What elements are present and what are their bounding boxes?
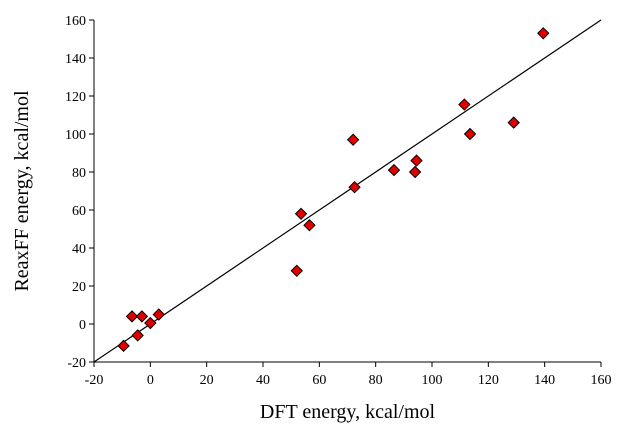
data-point [117, 339, 130, 353]
x-tick-label: 100 [422, 373, 443, 388]
y-tick-label: 160 [65, 14, 86, 29]
x-axis-title: DFT energy, kcal/mol [260, 401, 436, 423]
data-point [135, 310, 149, 323]
axes [93, 20, 601, 363]
data-point [144, 316, 157, 330]
y-tick-label: 100 [65, 128, 86, 143]
data-point [463, 127, 477, 141]
x-tick-label: 0 [147, 373, 154, 388]
ticks: -20 0 20 40 60 80 100 120 140 160 -20 0 20 40 60 80 100 1… [65, 14, 612, 388]
y-tick-label: 140 [65, 52, 86, 67]
data-points [117, 27, 550, 353]
x-tick-label: 60 [312, 373, 326, 388]
x-tick-label: 80 [369, 373, 383, 388]
data-point [346, 133, 360, 146]
data-point [294, 207, 308, 221]
y-axis-title: ReaxFF energy, kcal/mol [11, 90, 33, 292]
x-tick-label: 20 [200, 373, 214, 388]
data-point [458, 98, 471, 111]
x-tick-label: 120 [478, 373, 499, 388]
data-point [348, 180, 361, 194]
data-point [507, 116, 520, 129]
data-point [290, 264, 304, 278]
x-tick-label: 160 [591, 373, 612, 388]
data-point [131, 329, 144, 342]
y-tick-label: -20 [67, 356, 86, 371]
data-point [152, 308, 165, 321]
x-tick-label: 140 [534, 373, 555, 388]
x-tick-label: -20 [85, 373, 104, 388]
data-point [410, 154, 423, 167]
data-point [408, 165, 422, 179]
y-tick-label: 20 [72, 280, 86, 295]
y-tick-label: 120 [65, 90, 86, 105]
y-tick-label: 40 [72, 242, 86, 257]
y-tick-label: 80 [72, 166, 86, 181]
y-tick-label: 0 [79, 318, 86, 333]
data-point [125, 310, 139, 323]
data-point [303, 218, 316, 232]
reference-line [93, 19, 602, 363]
data-point [387, 163, 401, 177]
x-tick-label: 40 [256, 373, 270, 388]
y-tick-label: 60 [72, 204, 86, 219]
data-point [537, 27, 550, 40]
